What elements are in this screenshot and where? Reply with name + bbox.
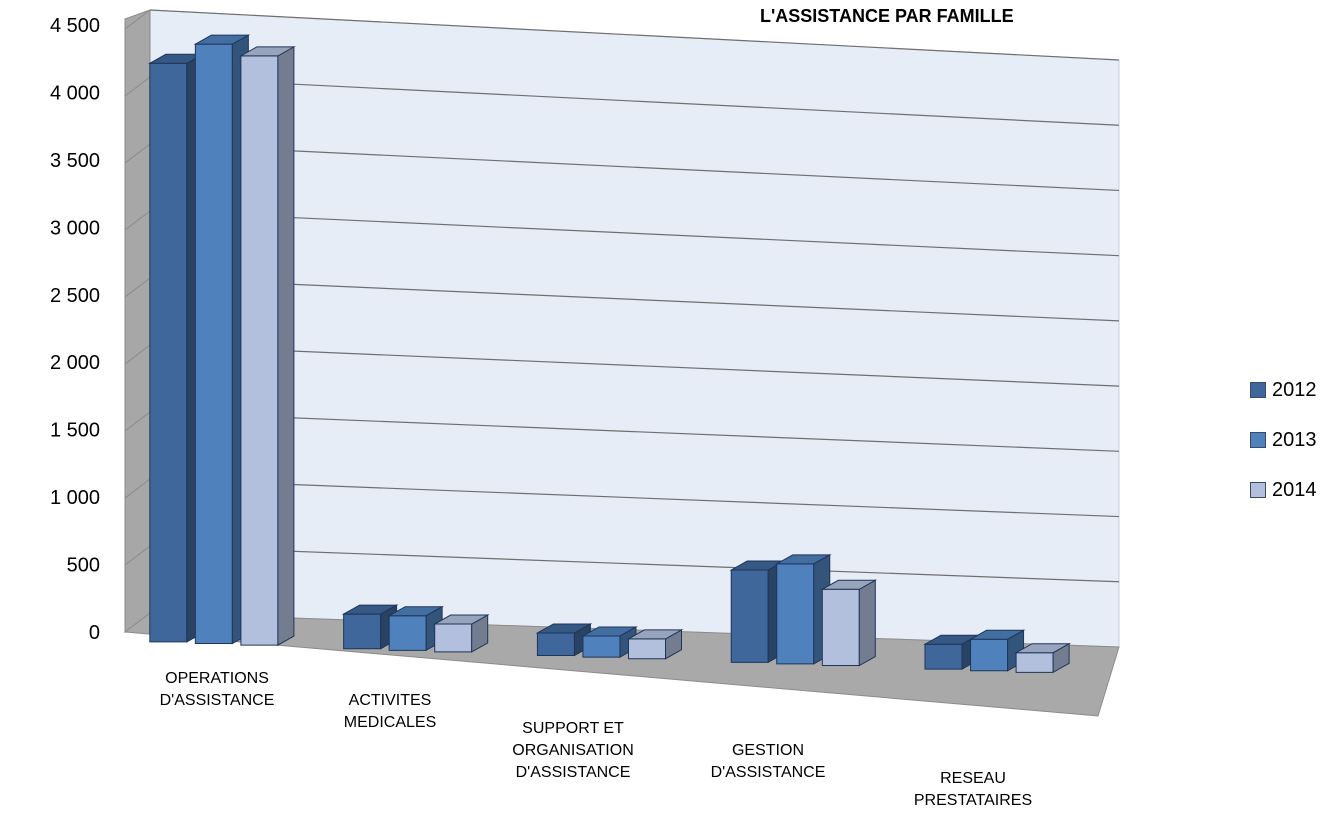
legend-swatch	[1250, 432, 1266, 448]
bar-front	[821, 588, 860, 667]
bar-side	[277, 46, 295, 646]
y-tick-label: 4 000	[50, 82, 100, 104]
gridline	[149, 545, 1120, 583]
bar-top	[581, 626, 638, 637]
bar-front	[388, 615, 427, 651]
bar-top	[1014, 643, 1072, 654]
legend-item: 2013	[1250, 428, 1317, 452]
legend-swatch	[1250, 382, 1266, 398]
x-tick-label: RESEAU PRESTATAIRES	[914, 770, 1032, 809]
bar-top	[387, 606, 445, 617]
y-tick-label: 1 000	[50, 487, 100, 509]
gridline	[149, 9, 1120, 61]
y-tick-label: 1 500	[50, 420, 100, 442]
bar-front	[536, 632, 575, 657]
gridline-side	[124, 143, 151, 164]
y-tick-label: 4 500	[50, 15, 100, 37]
bar-top	[193, 34, 251, 45]
gridline	[149, 76, 1120, 126]
bar-top	[238, 46, 296, 57]
bar	[626, 629, 684, 660]
bar-top	[432, 614, 490, 625]
side-wall	[124, 9, 151, 634]
gridline-side	[124, 277, 151, 298]
bar-front	[149, 62, 188, 643]
bar-front	[582, 635, 621, 658]
bar	[820, 579, 878, 667]
y-tick-label: 3 000	[50, 217, 100, 239]
bar	[535, 623, 593, 657]
x-tick-label: OPERATIONS D'ASSISTANCE	[160, 670, 275, 709]
x-tick-label: GESTION D'ASSISTANCE	[711, 742, 826, 781]
gridline-side	[124, 545, 151, 566]
legend-label: 2012	[1272, 378, 1317, 401]
bar-front	[343, 613, 382, 650]
gridline-side	[124, 76, 151, 97]
bar-front	[240, 55, 279, 646]
x-tick-label: ACTIVITES MEDICALES	[344, 692, 436, 731]
bar-front	[434, 623, 473, 653]
gridline	[149, 344, 1120, 387]
gridline-side	[124, 210, 151, 231]
bar-top	[968, 629, 1026, 640]
gridline-side	[124, 9, 151, 30]
gridline-side	[124, 344, 151, 365]
bar-front	[776, 563, 815, 665]
gridline	[149, 411, 1120, 452]
bar-side	[858, 579, 876, 667]
y-tick-label: 0	[89, 622, 100, 644]
y-tick-label: 3 500	[50, 150, 100, 172]
bar-top	[774, 554, 832, 565]
bar	[238, 46, 296, 646]
bar-front	[970, 638, 1009, 672]
gridline	[149, 277, 1120, 322]
gridline	[149, 143, 1120, 192]
bar-front	[730, 569, 769, 663]
y-tick-label: 2 500	[50, 285, 100, 307]
y-axis-ticks: 0 500 1 000 1 500 2 000 2 500 3 000 3 500 4 000 4…	[50, 15, 100, 644]
y-tick-label: 500	[67, 555, 100, 577]
bar	[432, 614, 490, 653]
bar-top	[341, 604, 399, 615]
x-axis-labels: OPERATIONS D'ASSISTANCE ACTIVITES MEDICALES…	[160, 670, 1033, 809]
legend: 2012 2013 2014	[1250, 378, 1317, 528]
gridlines	[124, 9, 1120, 632]
bars	[147, 34, 1072, 674]
legend-swatch	[1250, 482, 1266, 498]
gridline-side	[124, 478, 151, 499]
bar	[387, 605, 445, 652]
legend-label: 2014	[1272, 478, 1317, 501]
gridline-side	[124, 411, 151, 432]
chart-title: L'ASSISTANCE PAR FAMILLE	[760, 6, 1014, 26]
bar-front	[628, 638, 667, 660]
bar-front	[194, 43, 233, 645]
y-tick-label: 2 000	[50, 352, 100, 374]
bar-front	[1015, 652, 1054, 673]
bar	[1014, 642, 1072, 674]
bar-top	[535, 623, 593, 634]
legend-item: 2012	[1250, 378, 1317, 402]
gridline	[149, 478, 1120, 518]
gridline	[149, 210, 1120, 257]
x-tick-label: SUPPORT ET ORGANISATION D'ASSISTANCE	[512, 720, 634, 781]
legend-item: 2014	[1250, 478, 1317, 502]
bar-front	[924, 643, 963, 670]
legend-label: 2013	[1272, 428, 1317, 451]
bar-top	[626, 629, 684, 640]
bar-top	[820, 579, 878, 590]
